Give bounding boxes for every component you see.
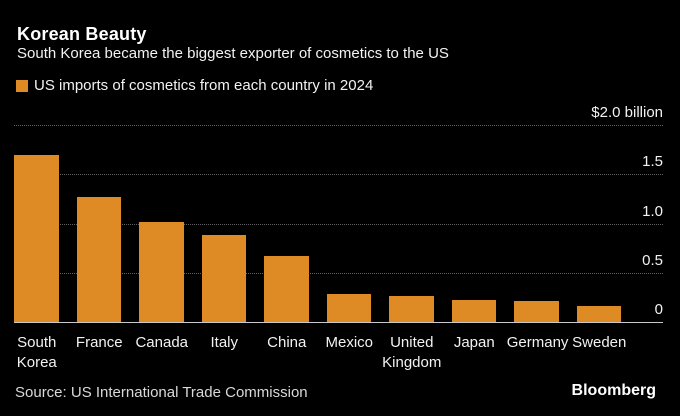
gridline bbox=[14, 272, 663, 274]
chart-title: Korean Beauty bbox=[17, 24, 147, 44]
x-axis-label-italy: Italy bbox=[210, 334, 238, 351]
legend-swatch-icon bbox=[16, 79, 28, 92]
x-axis-label-germany: Germany bbox=[506, 334, 569, 351]
y-axis-tick-label: 0 bbox=[654, 301, 663, 318]
gridline bbox=[14, 125, 663, 126]
x-axis-baseline bbox=[14, 322, 663, 323]
source-note: Source: US International Trade Commissio… bbox=[15, 384, 308, 401]
y-axis-tick-label: 1.5 bbox=[642, 153, 663, 171]
bar-japan bbox=[451, 300, 496, 322]
x-axis-label-south-korea: South Korea bbox=[16, 334, 57, 371]
legend: US imports of cosmetics from each countr… bbox=[16, 77, 373, 94]
bar-south-korea bbox=[14, 154, 59, 322]
x-axis-label-united-kingdom: United Kingdom bbox=[382, 334, 442, 371]
bars-group bbox=[14, 125, 621, 322]
gridline bbox=[14, 174, 663, 176]
y-axis-tick-label: 1.0 bbox=[642, 202, 663, 220]
x-axis-label-mexico: Mexico bbox=[325, 334, 373, 351]
x-axis-label-france: France bbox=[75, 334, 123, 351]
bar-italy bbox=[201, 235, 246, 322]
chart-subtitle: South Korea became the biggest exporter … bbox=[17, 45, 449, 62]
x-axis-label-sweden: Sweden bbox=[572, 334, 627, 351]
bar-mexico bbox=[326, 294, 371, 322]
gridline bbox=[14, 223, 663, 225]
x-axis-label-china: China bbox=[267, 334, 307, 351]
bar-united-kingdom bbox=[389, 296, 434, 322]
x-axis-label-canada: Canada bbox=[135, 334, 189, 351]
bar-china bbox=[264, 256, 309, 322]
bar-france bbox=[76, 196, 121, 322]
x-axis-label-japan: Japan bbox=[453, 334, 495, 351]
plot-area: $2.0 billion 1.5 1.0 0.5 0 South Korea France… bbox=[14, 105, 663, 371]
bloomberg-logo: Bloomberg bbox=[571, 382, 656, 399]
y-axis-tick-label: 0.5 bbox=[642, 251, 663, 269]
bar-sweden bbox=[576, 306, 621, 322]
bar-canada bbox=[139, 221, 184, 322]
legend-label: US imports of cosmetics from each countr… bbox=[34, 77, 374, 94]
y-axis-tick-label: $2.0 billion bbox=[591, 104, 663, 121]
bar-germany bbox=[514, 301, 559, 322]
